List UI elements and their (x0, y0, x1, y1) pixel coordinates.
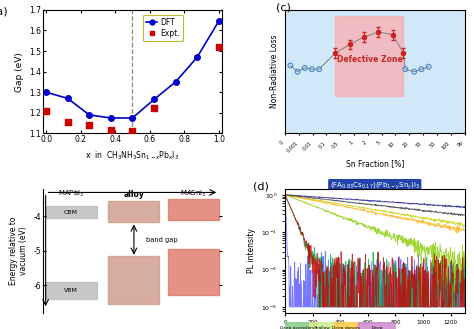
X-axis label: Sn Fraction [%]: Sn Fraction [%] (346, 159, 404, 168)
Point (42, 108, 50, 114)
Point (418, 66, 425, 72)
Text: (FA$_{0.83}$Cs$_{0.17}$)(Pb$_{1-y}$Sn$_y$)I$_3$: (FA$_{0.83}$Cs$_{0.17}$)(Pb$_{1-y}$Sn$_y… (329, 180, 420, 192)
Text: CBM: CBM (64, 210, 78, 215)
Bar (335, 16, 403, 96)
Point (315, 66, 323, 72)
Text: Deep acceptors: Deep acceptors (280, 326, 314, 329)
Point (85, 122, 93, 128)
Bar (109, 201, 159, 222)
Text: band gap: band gap (146, 237, 177, 242)
Y-axis label: Gap (eV): Gap (eV) (15, 52, 24, 91)
X-axis label: x  in  CH$_3$NH$_3$Sn$_{1-x}$Pb$_x$I$_3$: x in CH$_3$NH$_3$Sn$_{1-x}$Pb$_x$I$_3$ (85, 149, 180, 162)
Bar (358, 322, 396, 329)
Point (410, 69, 418, 74)
Bar (109, 256, 159, 304)
Text: (d): (d) (253, 182, 269, 191)
Text: Defective Zone: Defective Zone (337, 55, 402, 64)
Point (294, 69, 301, 74)
Point (215, 44, 222, 50)
Text: Shallow: Shallow (313, 326, 330, 329)
Bar (168, 249, 219, 295)
Point (425, 64, 432, 69)
Bar (46, 282, 97, 299)
Bar (334, 322, 358, 329)
Point (308, 66, 316, 72)
Y-axis label: Non-Radiative Loss: Non-Radiative Loss (271, 35, 280, 108)
Point (401, 66, 409, 72)
Legend: DFT, Expt.: DFT, Expt. (143, 15, 183, 40)
Point (150, 105, 158, 110)
Point (301, 65, 309, 70)
Text: VBM: VBM (64, 288, 78, 293)
Text: alloy: alloy (123, 190, 144, 199)
Text: (a): (a) (0, 6, 8, 16)
Text: MAPbI$_3$: MAPbI$_3$ (58, 189, 84, 199)
Point (107, 128, 115, 133)
Text: (c): (c) (276, 2, 291, 13)
Text: Deep: Deep (372, 326, 383, 329)
Point (128, 129, 136, 134)
Text: Deep donors: Deep donors (332, 326, 360, 329)
Point (287, 63, 294, 68)
Bar (285, 322, 310, 329)
Y-axis label: PL intensity: PL intensity (247, 228, 256, 273)
Text: MASnI$_3$: MASnI$_3$ (180, 189, 207, 199)
Y-axis label: Energy relative to
vacuum (eV): Energy relative to vacuum (eV) (9, 216, 28, 285)
Bar (168, 199, 219, 220)
Point (64, 119, 72, 125)
Bar (46, 206, 97, 218)
Bar (310, 322, 334, 329)
